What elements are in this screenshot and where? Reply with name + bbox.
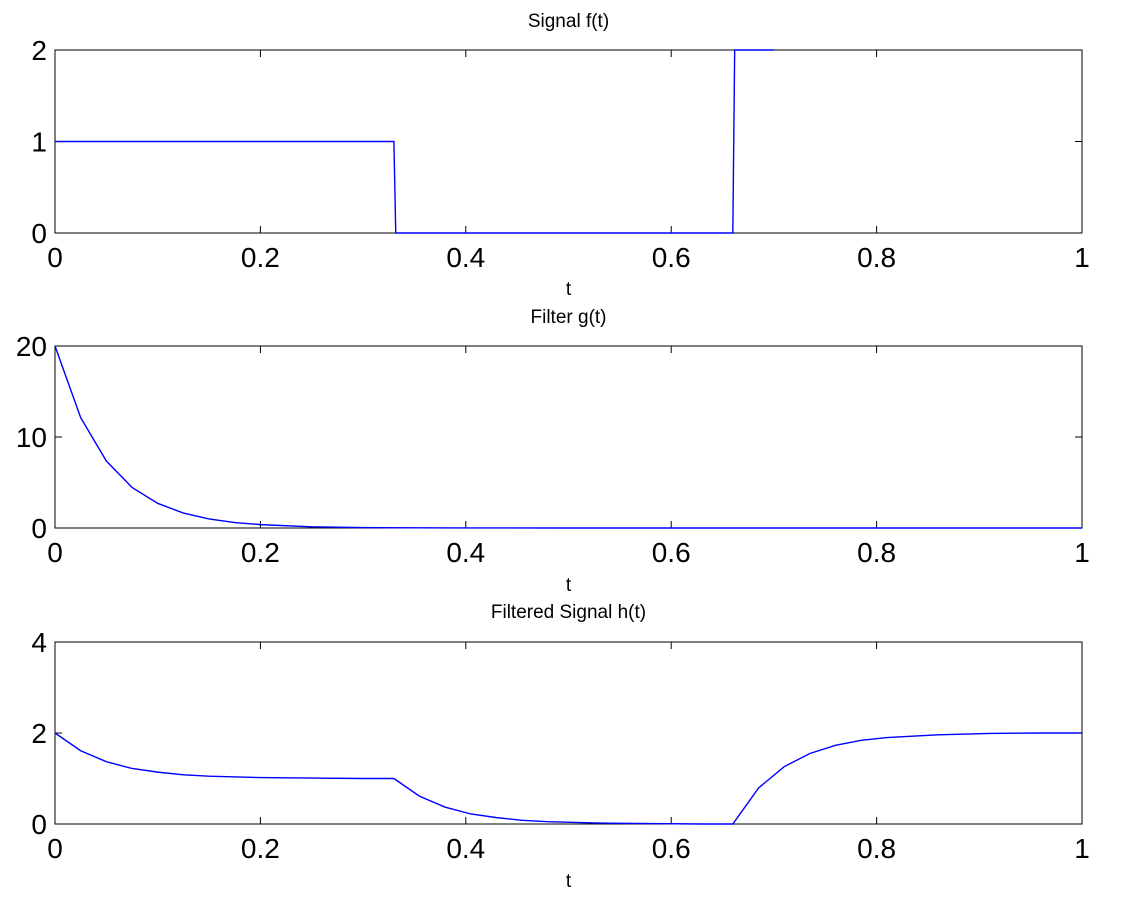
x-tick-label: 0.4 <box>446 242 485 273</box>
x-tick-label: 1 <box>1074 833 1090 864</box>
series-line <box>54 345 1082 529</box>
x-tick-label: 1 <box>1074 242 1090 273</box>
y-tick-label: 0 <box>31 809 47 840</box>
x-tick-label: 0.4 <box>446 833 485 864</box>
x-tick-label: 0.6 <box>652 537 691 568</box>
y-tick-label: 20 <box>16 331 47 362</box>
x-tick-label: 0 <box>47 537 63 568</box>
x-tick-label: 0.4 <box>446 537 485 568</box>
x-tick-label: 0 <box>47 242 63 273</box>
filtered-signal-axes: Filtered Signal h(t) 0 0.2 0.4 0.6 0.8 1 0 2 4 t <box>31 602 1089 892</box>
x-axis-label: t <box>566 575 572 596</box>
chart-title: Signal f(t) <box>528 11 609 32</box>
y-tick-label: 0 <box>31 218 47 249</box>
x-tick-label: 0.8 <box>857 833 896 864</box>
x-tick-label: 0.2 <box>241 833 280 864</box>
y-tick-label: 2 <box>31 718 47 749</box>
plot-frame <box>54 641 1083 825</box>
x-tick-label: 0 <box>47 833 63 864</box>
y-tick-label: 2 <box>31 35 47 66</box>
y-tick-label: 10 <box>16 422 47 453</box>
x-tick-label: 1 <box>1074 537 1090 568</box>
chart-title: Filtered Signal h(t) <box>491 602 646 623</box>
x-tick-label: 0.8 <box>857 537 896 568</box>
series-line <box>55 49 774 234</box>
y-tick-label: 1 <box>31 127 47 158</box>
plot-frame <box>54 345 1083 529</box>
x-tick-label: 0.2 <box>241 537 280 568</box>
x-tick-label: 0.6 <box>652 242 691 273</box>
x-tick-label: 0.8 <box>857 242 896 273</box>
chart-title: Filter g(t) <box>531 307 607 328</box>
x-tick-label: 0.2 <box>241 242 280 273</box>
series-line <box>54 732 1082 825</box>
x-axis-label: t <box>566 871 572 892</box>
x-tick-label: 0.6 <box>652 833 691 864</box>
y-tick-label: 0 <box>31 513 47 544</box>
y-tick-label: 4 <box>31 627 47 658</box>
signal-axes: Signal f(t) 0 0.2 0.4 0.6 0.8 1 0 1 2 t <box>31 11 1089 300</box>
x-axis-label: t <box>566 279 572 300</box>
